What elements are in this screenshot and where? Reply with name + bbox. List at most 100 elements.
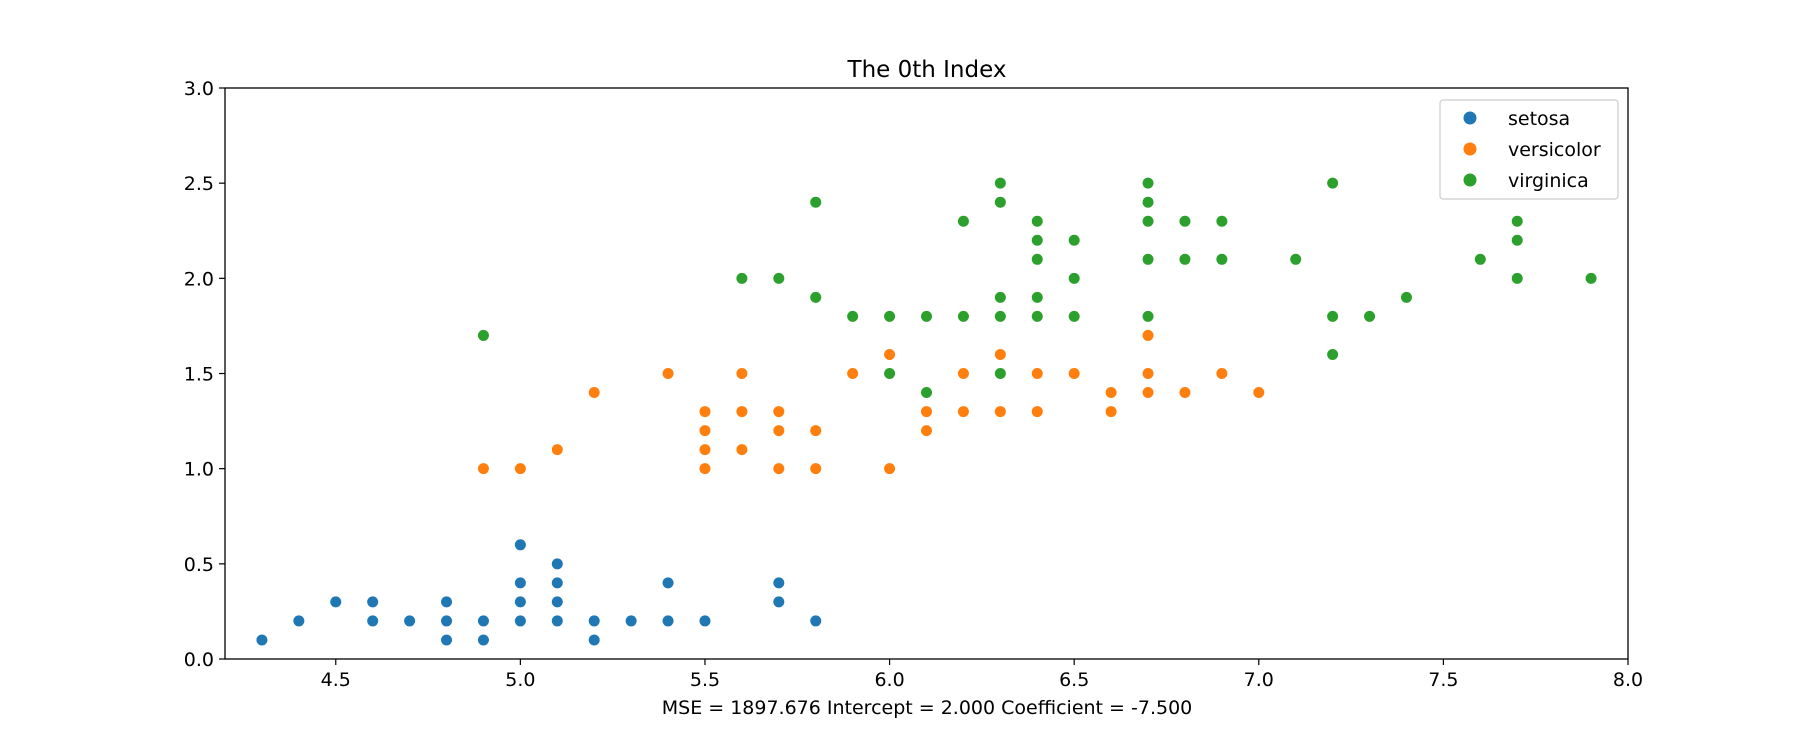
x-axis: 4.5 5.0 5.5 6.0 6.5 7.0 7.5 8.0 bbox=[321, 659, 1643, 691]
data-point-versicolor bbox=[1031, 368, 1043, 379]
data-point-setosa bbox=[514, 539, 526, 551]
data-point-virginica bbox=[1511, 215, 1523, 227]
data-point-virginica bbox=[1179, 215, 1191, 227]
data-point-setosa bbox=[514, 615, 526, 627]
x-tick-label: 7.5 bbox=[1428, 669, 1458, 691]
y-tick-label: 0.5 bbox=[184, 554, 214, 576]
x-tick-label: 8.0 bbox=[1613, 669, 1643, 691]
data-point-setosa bbox=[588, 615, 600, 627]
data-point-setosa bbox=[773, 596, 785, 608]
data-point-setosa bbox=[588, 634, 600, 646]
data-point-setosa bbox=[367, 615, 379, 627]
chart-title: The 0th Index bbox=[847, 57, 1007, 83]
data-point-virginica bbox=[773, 272, 785, 284]
y-tick-label: 1.0 bbox=[184, 459, 214, 481]
data-point-setosa bbox=[810, 615, 822, 627]
data-point-versicolor bbox=[847, 368, 859, 379]
y-tick-label: 2.0 bbox=[184, 268, 214, 290]
data-point-setosa bbox=[551, 615, 563, 627]
data-point-virginica bbox=[957, 215, 969, 227]
data-point-versicolor bbox=[736, 444, 748, 456]
x-tick-label: 5.5 bbox=[690, 669, 720, 691]
data-point-versicolor bbox=[736, 368, 748, 379]
data-point-virginica bbox=[994, 368, 1006, 379]
data-point-setosa bbox=[514, 596, 526, 608]
data-point-virginica bbox=[1585, 272, 1597, 284]
data-point-virginica bbox=[1511, 234, 1523, 246]
data-point-versicolor bbox=[773, 425, 785, 437]
data-point-virginica bbox=[1068, 272, 1080, 284]
data-point-virginica bbox=[810, 291, 822, 303]
data-point-virginica bbox=[884, 310, 896, 322]
legend-marker-versicolor bbox=[1463, 142, 1477, 156]
data-point-setosa bbox=[441, 596, 453, 608]
data-point-setosa bbox=[514, 577, 526, 589]
data-point-versicolor bbox=[514, 463, 526, 475]
legend-label-virginica: virginica bbox=[1508, 170, 1589, 192]
data-point-setosa bbox=[551, 596, 563, 608]
data-point-virginica bbox=[994, 177, 1006, 189]
data-point-versicolor bbox=[1105, 406, 1117, 418]
x-tick-label: 7.0 bbox=[1244, 669, 1274, 691]
data-point-virginica bbox=[1031, 215, 1043, 227]
data-point-versicolor bbox=[699, 463, 711, 475]
data-point-setosa bbox=[367, 596, 379, 608]
data-point-setosa bbox=[625, 615, 637, 627]
y-tick-label: 1.5 bbox=[184, 364, 214, 386]
data-point-setosa bbox=[256, 634, 268, 646]
legend-box bbox=[1439, 99, 1619, 200]
data-point-virginica bbox=[1474, 253, 1486, 265]
data-point-versicolor bbox=[477, 463, 489, 475]
data-point-virginica bbox=[1142, 177, 1154, 189]
data-point-versicolor bbox=[699, 425, 711, 437]
plot-area bbox=[224, 87, 1629, 660]
data-point-versicolor bbox=[810, 463, 822, 475]
plot-frame bbox=[224, 87, 1629, 660]
x-tick-label: 6.5 bbox=[1059, 669, 1089, 691]
data-point-setosa bbox=[293, 615, 305, 627]
data-point-setosa bbox=[699, 615, 711, 627]
data-point-virginica bbox=[1031, 291, 1043, 303]
data-point-virginica bbox=[1031, 253, 1043, 265]
data-point-virginica bbox=[1031, 310, 1043, 322]
data-point-versicolor bbox=[773, 406, 785, 418]
points-layer bbox=[256, 177, 1597, 646]
data-point-virginica bbox=[1327, 177, 1339, 189]
data-point-virginica bbox=[1142, 196, 1154, 208]
data-point-versicolor bbox=[1253, 387, 1265, 399]
data-point-virginica bbox=[994, 310, 1006, 322]
data-point-versicolor bbox=[810, 425, 822, 437]
data-point-virginica bbox=[1511, 272, 1523, 284]
data-point-versicolor bbox=[1105, 387, 1117, 399]
data-point-setosa bbox=[330, 596, 342, 608]
data-point-versicolor bbox=[921, 425, 932, 437]
data-point-virginica bbox=[1068, 234, 1080, 246]
data-point-versicolor bbox=[773, 463, 785, 475]
data-point-virginica bbox=[994, 196, 1006, 208]
data-point-setosa bbox=[477, 615, 489, 627]
x-axis-label: MSE = 1897.676 Intercept = 2.000 Coeffic… bbox=[662, 697, 1193, 719]
series-versicolor bbox=[477, 329, 1265, 475]
data-point-virginica bbox=[1142, 215, 1154, 227]
series-virginica bbox=[477, 177, 1597, 399]
data-point-virginica bbox=[1290, 253, 1302, 265]
data-point-setosa bbox=[551, 577, 563, 589]
data-point-virginica bbox=[477, 329, 489, 341]
data-point-versicolor bbox=[1216, 368, 1228, 379]
data-point-virginica bbox=[1327, 348, 1339, 360]
data-point-versicolor bbox=[957, 368, 969, 379]
data-point-virginica bbox=[1216, 215, 1228, 227]
data-point-versicolor bbox=[662, 368, 674, 379]
data-point-versicolor bbox=[921, 406, 932, 418]
data-point-versicolor bbox=[1031, 406, 1043, 418]
data-point-virginica bbox=[847, 310, 859, 322]
data-point-virginica bbox=[1068, 310, 1080, 322]
data-point-versicolor bbox=[994, 406, 1006, 418]
x-tick-label: 6.0 bbox=[874, 669, 904, 691]
data-point-virginica bbox=[1142, 253, 1154, 265]
data-point-virginica bbox=[1179, 253, 1191, 265]
y-axis: 0.0 0.5 1.0 1.5 2.0 2.5 3.0 bbox=[184, 78, 225, 671]
data-point-virginica bbox=[884, 368, 896, 379]
legend-marker-virginica bbox=[1463, 173, 1477, 187]
data-point-versicolor bbox=[699, 406, 711, 418]
